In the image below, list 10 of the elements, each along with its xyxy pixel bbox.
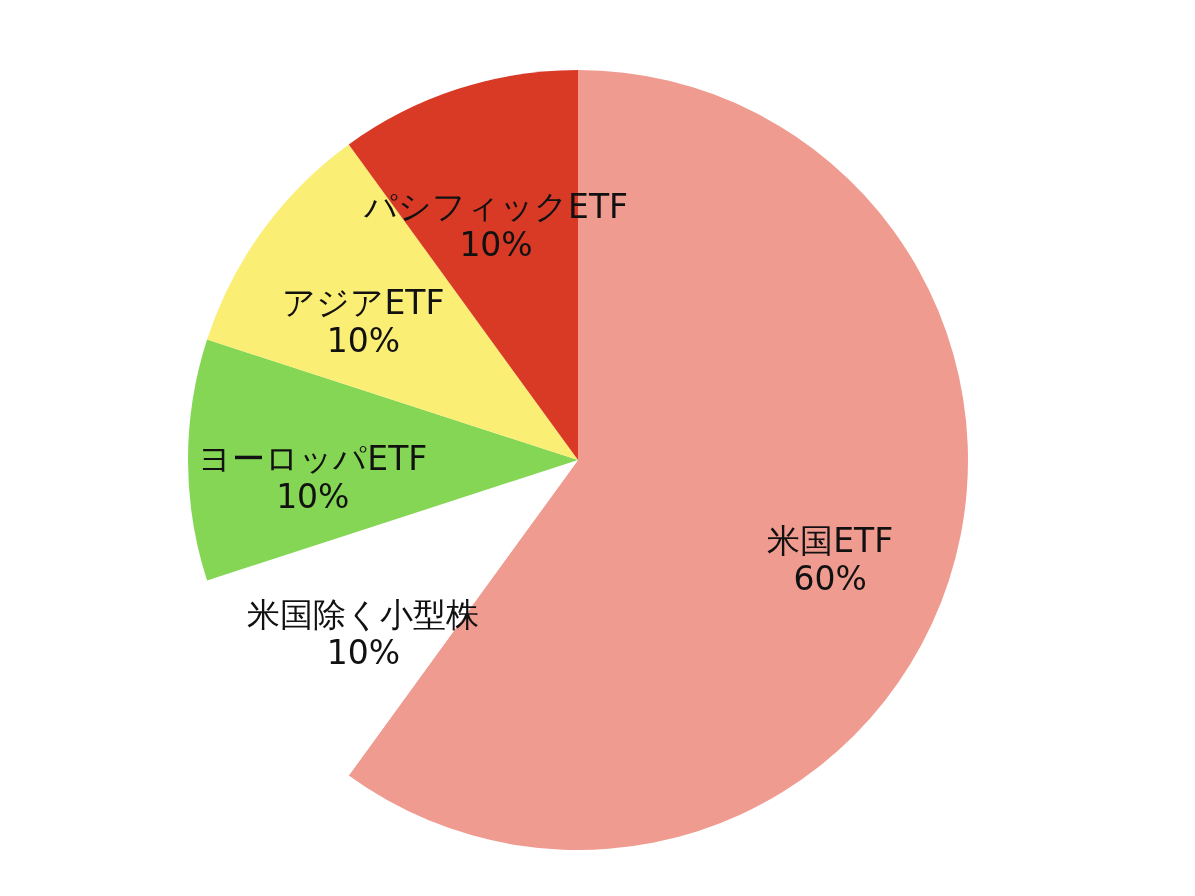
data-label: 10% [459,224,533,264]
slice-label: 米国ETF [767,520,894,560]
data-label: 10% [326,632,401,672]
data-label: 10% [326,321,401,361]
slice-label: 米国除く小型株 [247,594,480,634]
data-label: 10% [276,477,350,516]
slice-label: ヨーロッパETF [198,439,428,478]
data-label: 60% [793,558,867,598]
slice-label: アジアETF [282,283,445,323]
slice-label: パシフィックETF [363,186,629,226]
